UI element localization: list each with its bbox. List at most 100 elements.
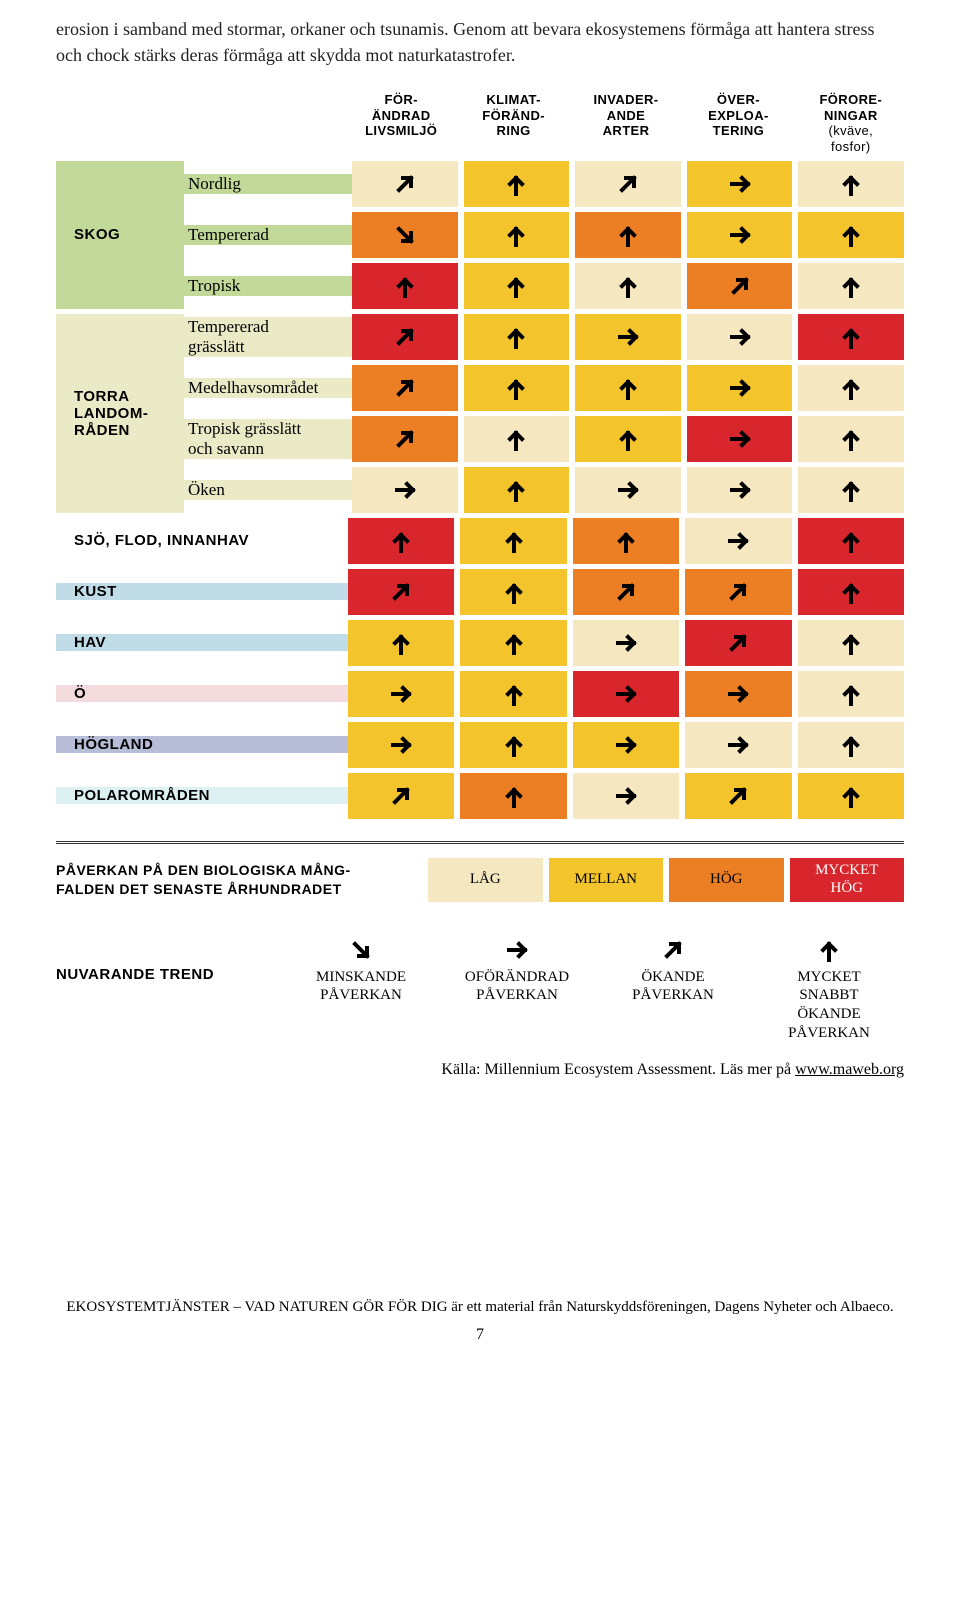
subtype-label: Tempererad: [184, 225, 352, 245]
arrow-e-icon: [726, 170, 754, 198]
biome-stripe: HÖGLAND: [56, 736, 348, 753]
subtype-label: Tropisk grässlättoch savann: [184, 419, 352, 459]
biome-stripe: KUST: [56, 583, 348, 600]
impact-cell: [464, 416, 570, 462]
impact-cell: [575, 314, 681, 360]
impact-cell: [573, 569, 679, 615]
legend-swatch: LÅG: [428, 858, 543, 902]
impact-cell: [798, 671, 904, 717]
arrow-ne-icon: [391, 170, 419, 198]
impact-cell: [348, 569, 454, 615]
impact-cell: [573, 518, 679, 564]
legend-trend-label: NUVARANDE TREND: [56, 936, 286, 983]
biome-stripe: Ö: [56, 685, 348, 702]
arrow-ne-icon: [391, 323, 419, 351]
arrow-n-icon: [837, 731, 865, 759]
page-number: 7: [56, 1326, 904, 1344]
arrow-e-icon: [726, 425, 754, 453]
arrow-se-icon: [347, 936, 375, 964]
impact-cell: [798, 314, 904, 360]
column-header: INVADER-ANDEARTER: [573, 92, 679, 160]
impact-cell: [798, 263, 904, 309]
arrow-ne-icon: [726, 272, 754, 300]
biome-stripe: POLAROMRÅDEN: [56, 787, 348, 804]
column-header: FÖR-ÄNDRADLIVSMILJÖ: [348, 92, 454, 160]
impact-cell: [352, 263, 458, 309]
impact-cell: [575, 416, 681, 462]
impact-cell: [575, 161, 681, 207]
arrow-n-icon: [614, 272, 642, 300]
footer-text: EKOSYSTEMTJÄNSTER – VAD NATUREN GÖR FÖR …: [56, 1299, 904, 1316]
arrow-e-icon: [612, 782, 640, 810]
subtype-label: Nordlig: [184, 174, 352, 194]
impact-cell: [352, 314, 458, 360]
arrow-e-icon: [391, 476, 419, 504]
arrow-e-icon: [387, 731, 415, 759]
impact-cell: [798, 467, 904, 513]
impact-cell: [685, 620, 791, 666]
impact-cell: [573, 773, 679, 819]
impact-cell: [687, 161, 793, 207]
biome-stripe: SJÖ, FLOD, INNANHAV: [56, 532, 348, 549]
subtype-label: Medelhavsområdet: [184, 378, 352, 398]
biome-stripe: SKOG: [56, 161, 184, 309]
impact-cell: [348, 518, 454, 564]
impact-cell: [348, 620, 454, 666]
arrow-n-icon: [837, 425, 865, 453]
arrow-n-icon: [500, 680, 528, 708]
impact-cell: [798, 365, 904, 411]
impact-cell: [575, 263, 681, 309]
subtype-label: Öken: [184, 480, 352, 500]
arrow-e-icon: [614, 476, 642, 504]
impact-cell: [685, 722, 791, 768]
impact-cell: [352, 416, 458, 462]
source-link[interactable]: www.maweb.org: [795, 1061, 904, 1078]
arrow-n-icon: [502, 476, 530, 504]
arrow-e-icon: [726, 374, 754, 402]
arrow-n-icon: [837, 629, 865, 657]
biome-stripe: TORRALANDOM-RÅDEN: [56, 314, 184, 513]
legend-swatch: MELLAN: [549, 858, 664, 902]
legend-swatch: HÖG: [669, 858, 784, 902]
column-header: ÖVER-EXPLOA-TERING: [685, 92, 791, 160]
impact-cell: [687, 416, 793, 462]
arrow-n-icon: [837, 782, 865, 810]
arrow-n-icon: [837, 323, 865, 351]
column-header: FÖRORE-NINGAR(kväve,fosfor): [798, 92, 904, 160]
arrow-e-icon: [724, 680, 752, 708]
impact-cell: [687, 263, 793, 309]
impact-cell: [798, 773, 904, 819]
arrow-n-icon: [500, 578, 528, 606]
arrow-e-icon: [726, 221, 754, 249]
arrow-n-icon: [837, 527, 865, 555]
arrow-ne-icon: [659, 936, 687, 964]
impact-cell: [352, 212, 458, 258]
legend-trend-item: MYCKETSNABBTÖKANDEPÅVERKAN: [754, 936, 904, 1043]
source-line: Källa: Millennium Ecosystem Assessment. …: [56, 1061, 904, 1079]
impact-cell: [348, 773, 454, 819]
arrow-n-icon: [614, 374, 642, 402]
impact-cell: [573, 620, 679, 666]
impact-cell: [687, 212, 793, 258]
arrow-ne-icon: [724, 578, 752, 606]
arrow-n-icon: [614, 425, 642, 453]
impact-cell: [687, 467, 793, 513]
arrow-e-icon: [726, 323, 754, 351]
arrow-e-icon: [387, 680, 415, 708]
impact-cell: [573, 671, 679, 717]
arrow-ne-icon: [387, 782, 415, 810]
impact-cell: [464, 365, 570, 411]
arrow-n-icon: [500, 629, 528, 657]
impact-cell: [464, 212, 570, 258]
impact-cell: [798, 518, 904, 564]
impact-cell: [352, 365, 458, 411]
impact-cell: [573, 722, 679, 768]
arrow-n-icon: [387, 629, 415, 657]
arrow-n-icon: [837, 272, 865, 300]
impact-cell: [460, 518, 566, 564]
impact-cell: [348, 671, 454, 717]
arrow-n-icon: [387, 527, 415, 555]
legend-trend-item: OFÖRÄNDRADPÅVERKAN: [442, 936, 592, 1043]
arrow-n-icon: [502, 425, 530, 453]
legend-impact-label: PÅVERKAN PÅ DEN BIOLOGISKA MÅNG-FALDEN D…: [56, 861, 428, 899]
